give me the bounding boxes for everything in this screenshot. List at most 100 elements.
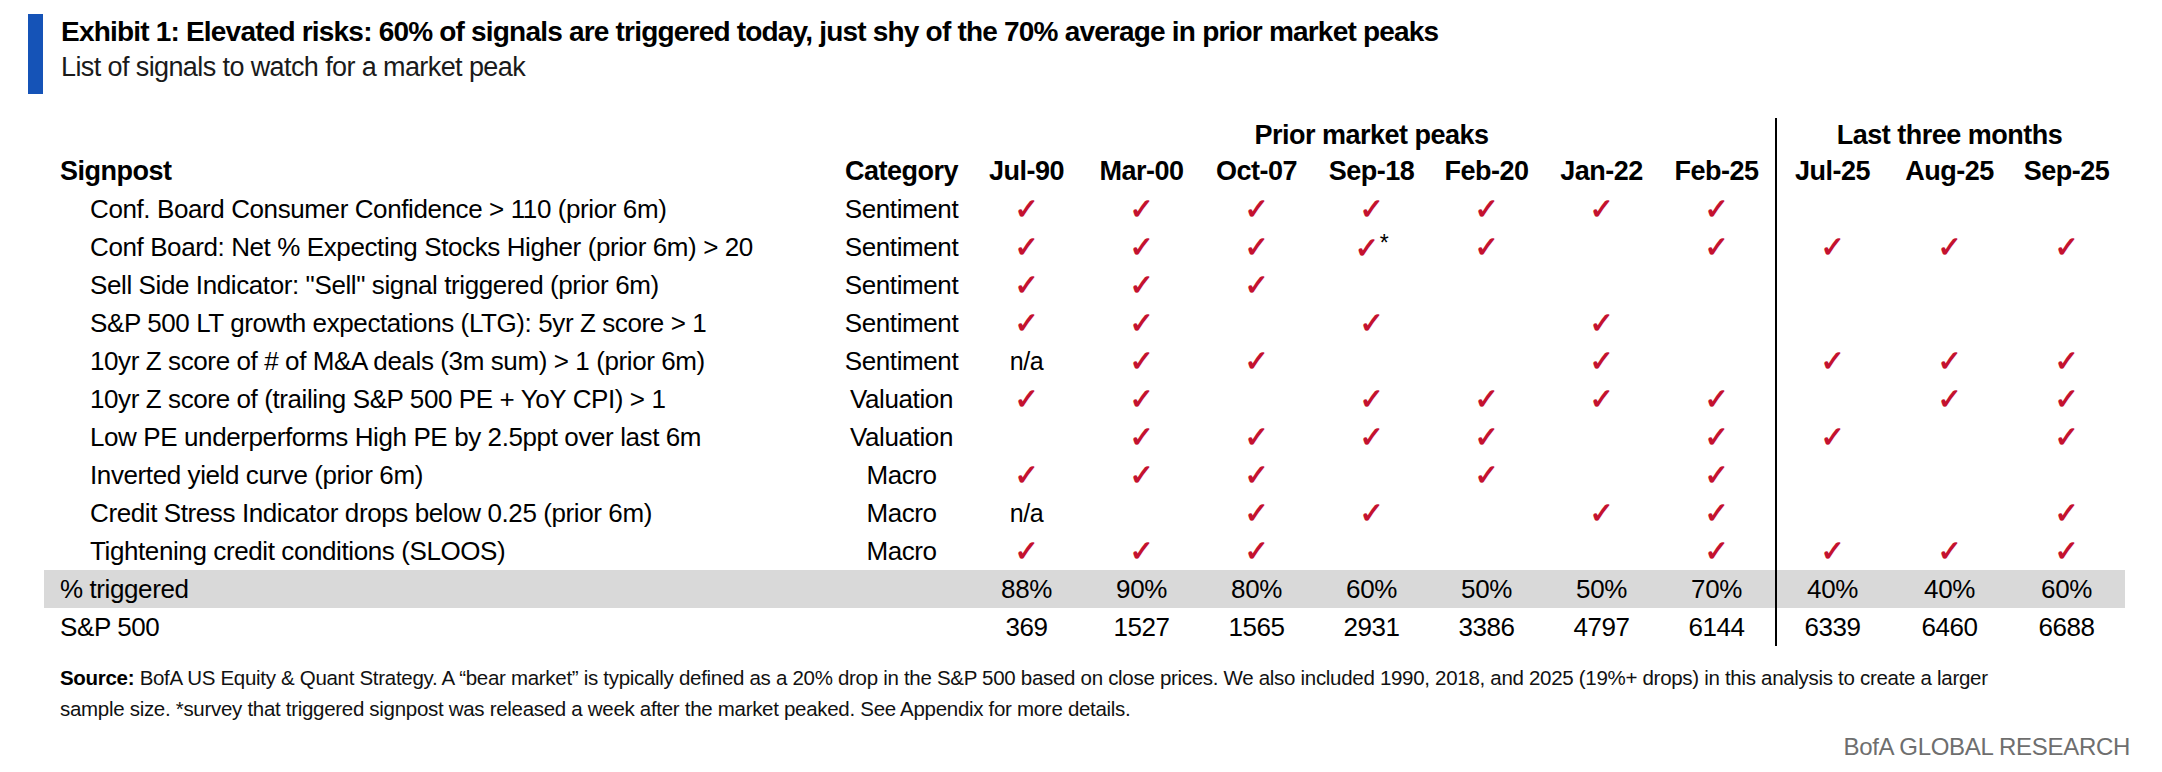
check-cell: ✓ — [969, 233, 1084, 262]
signal-row: S&P 500 LT growth expectations (LTG): 5y… — [44, 304, 2125, 342]
sp500-row: S&P 500369152715652931338647976144633964… — [44, 608, 2125, 646]
category-label: Sentiment — [834, 310, 969, 336]
check-cell: ✓ — [1429, 461, 1544, 490]
signpost-column-header: Signpost — [44, 158, 834, 185]
summary-value: 50% — [1429, 576, 1544, 602]
check-cell: ✓ — [969, 385, 1084, 414]
check-icon: ✓ — [1015, 269, 1039, 301]
group-header-last-three-months: Last three months — [1774, 122, 2125, 149]
check-icon: ✓ — [1355, 232, 1379, 264]
percent-triggered-row: % triggered88%90%80%60%50%50%70%40%40%60… — [44, 570, 2125, 608]
check-icon: ✓ — [1130, 269, 1154, 301]
check-icon: ✓ — [1015, 459, 1039, 491]
check-icon: ✓ — [1705, 383, 1729, 415]
check-cell: ✓ — [1084, 423, 1199, 452]
signals-table: Prior market peaks Last three months Sig… — [44, 118, 2125, 646]
check-cell: ✓ — [1314, 385, 1429, 414]
check-cell: ✓ — [1429, 195, 1544, 224]
column-header-Sep-18: Sep-18 — [1314, 158, 1429, 185]
signpost-label: Credit Stress Indicator drops below 0.25… — [44, 500, 834, 526]
check-icon: ✓ — [1130, 345, 1154, 377]
check-icon: ✓ — [1705, 497, 1729, 529]
category-label: Macro — [834, 500, 969, 526]
check-cell: ✓ — [1891, 347, 2008, 376]
check-cell: ✓ — [969, 537, 1084, 566]
summary-value: 40% — [1891, 576, 2008, 602]
signpost-label: Low PE underperforms High PE by 2.5ppt o… — [44, 424, 834, 450]
category-label: Sentiment — [834, 272, 969, 298]
check-cell: ✓ — [1199, 195, 1314, 224]
check-cell: ✓* — [1314, 232, 1429, 263]
check-cell: ✓ — [969, 271, 1084, 300]
check-icon: ✓ — [1245, 459, 1269, 491]
summary-row-label: % triggered — [44, 576, 834, 602]
check-icon: ✓ — [1475, 193, 1499, 225]
source-text: BofA US Equity & Quant Strategy. A “bear… — [60, 666, 1988, 720]
title-accent-bar — [28, 14, 43, 94]
check-cell: ✓ — [1544, 309, 1659, 338]
check-cell: ✓ — [1544, 499, 1659, 528]
group-header-row: Prior market peaks Last three months — [44, 118, 2125, 152]
category-label: Sentiment — [834, 348, 969, 374]
check-icon: ✓ — [1938, 345, 1962, 377]
column-header-Oct-07: Oct-07 — [1199, 158, 1314, 185]
check-cell: ✓ — [969, 195, 1084, 224]
column-header-Jan-22: Jan-22 — [1544, 158, 1659, 185]
column-header-Jul-25: Jul-25 — [1774, 158, 1891, 185]
check-cell: ✓ — [1659, 461, 1774, 490]
check-cell: ✓ — [2008, 347, 2125, 376]
column-header-Aug-25: Aug-25 — [1891, 158, 2008, 185]
check-icon: ✓ — [1360, 383, 1384, 415]
check-icon: ✓ — [2055, 421, 2079, 453]
check-icon: ✓ — [1360, 307, 1384, 339]
signpost-label: Conf. Board Consumer Confidence > 110 (p… — [44, 196, 834, 222]
summary-value: 1527 — [1084, 614, 1199, 640]
check-icon: ✓ — [1015, 231, 1039, 263]
check-cell: ✓ — [1314, 195, 1429, 224]
summary-value: 50% — [1544, 576, 1659, 602]
signal-row: Conf Board: Net % Expecting Stocks Highe… — [44, 228, 2125, 266]
category-label: Sentiment — [834, 234, 969, 260]
signal-row: 10yr Z score of (trailing S&P 500 PE + Y… — [44, 380, 2125, 418]
check-cell: ✓ — [1544, 385, 1659, 414]
signpost-label: Tightening credit conditions (SLOOS) — [44, 538, 834, 564]
check-icon: ✓ — [1130, 459, 1154, 491]
check-cell: ✓ — [1084, 233, 1199, 262]
column-group-divider — [1775, 118, 1777, 646]
group-header-prior-market-peaks: Prior market peaks — [969, 122, 1774, 149]
column-header-Sep-25: Sep-25 — [2008, 158, 2125, 185]
check-cell: ✓ — [2008, 423, 2125, 452]
signal-row: Tightening credit conditions (SLOOS)Macr… — [44, 532, 2125, 570]
exhibit-header: Exhibit 1: Elevated risks: 60% of signal… — [28, 14, 1438, 94]
summary-value: 6460 — [1891, 614, 2008, 640]
check-icon: ✓ — [1938, 383, 1962, 415]
check-icon: ✓ — [2055, 345, 2079, 377]
check-icon: ✓ — [1245, 231, 1269, 263]
check-icon: ✓ — [1705, 193, 1729, 225]
category-label: Valuation — [834, 386, 969, 412]
check-icon: ✓ — [1245, 269, 1269, 301]
check-icon: ✓ — [1475, 383, 1499, 415]
check-icon: ✓ — [1590, 383, 1614, 415]
check-icon: ✓ — [1590, 497, 1614, 529]
check-cell: ✓ — [1891, 537, 2008, 566]
signal-row: Sell Side Indicator: "Sell" signal trigg… — [44, 266, 2125, 304]
check-cell: ✓ — [1544, 347, 1659, 376]
check-cell: ✓ — [1774, 537, 1891, 566]
check-icon: ✓ — [1590, 193, 1614, 225]
check-cell: ✓ — [1891, 385, 2008, 414]
check-cell: ✓ — [1199, 499, 1314, 528]
column-header-Feb-25: Feb-25 — [1659, 158, 1774, 185]
check-cell: ✓ — [1659, 385, 1774, 414]
column-header-Jul-90: Jul-90 — [969, 158, 1084, 185]
check-cell: ✓ — [1199, 271, 1314, 300]
na-cell: n/a — [969, 501, 1084, 526]
asterisk-footnote-marker: * — [1380, 230, 1389, 256]
check-icon: ✓ — [1590, 307, 1614, 339]
check-cell: ✓ — [1084, 385, 1199, 414]
signal-row: Inverted yield curve (prior 6m)Macro✓✓✓✓… — [44, 456, 2125, 494]
check-icon: ✓ — [2055, 535, 2079, 567]
check-cell: ✓ — [1659, 537, 1774, 566]
check-icon: ✓ — [1015, 307, 1039, 339]
check-icon: ✓ — [1475, 459, 1499, 491]
